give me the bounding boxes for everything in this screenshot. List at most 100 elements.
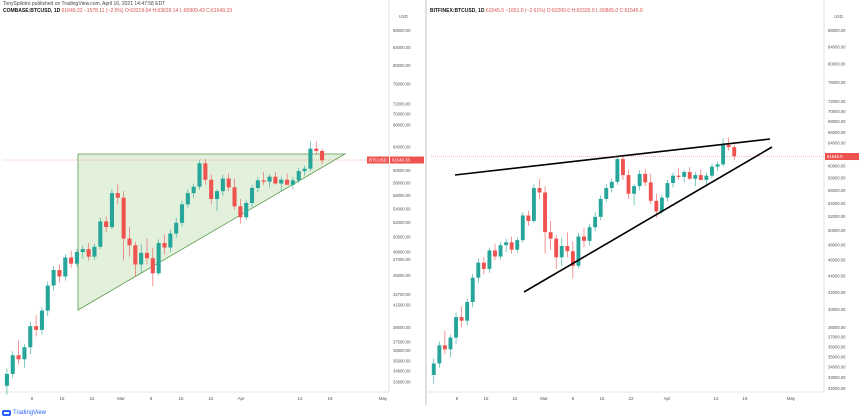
y-tick-label: 60000.00: [828, 164, 846, 169]
left-low: L:60900.43: [179, 8, 205, 14]
candle-body: [721, 144, 726, 165]
candle-body: [520, 215, 525, 241]
candle-body: [582, 236, 586, 241]
candle-body: [203, 163, 208, 180]
x-tick-label: Mar: [117, 396, 125, 401]
candle-body: [314, 148, 319, 151]
y-tick-label: 70000.00: [828, 109, 846, 114]
candle-body: [593, 216, 598, 228]
candle-body: [654, 200, 659, 212]
panel-divider[interactable]: [425, 0, 427, 405]
left-change: −1578.11 (−2.5%): [83, 8, 124, 14]
y-tick-label: 45000.00: [393, 273, 411, 278]
candle-body: [698, 175, 703, 180]
candle-body: [465, 302, 470, 321]
candle-body: [261, 180, 266, 182]
candle-body: [92, 246, 97, 257]
x-tick-label: Apr: [664, 396, 671, 401]
y-unit-label: USD: [399, 14, 408, 19]
y-tick-label: 54000.00: [393, 206, 411, 211]
candle-body: [98, 221, 103, 247]
candle-body: [302, 168, 307, 172]
candle-body: [69, 257, 74, 264]
candle-body: [609, 181, 614, 189]
candle-body: [197, 163, 202, 187]
candle-body: [285, 179, 290, 185]
right-chart-canvas[interactable]: 32000.00 33000.00 34000.00 35000.00 36000.00…: [427, 0, 860, 405]
x-tick-label: 12: [298, 396, 303, 401]
right-chart-panel[interactable]: BITFINEX:BTCUSD, 1D 61545.0 −1651.0 (−2.…: [427, 0, 860, 405]
x-tick-label: May: [787, 396, 796, 401]
tradingview-footer[interactable]: TradingView: [2, 410, 46, 416]
rising-wedge-line: [454, 138, 771, 176]
candle-body: [476, 262, 481, 278]
candle-body: [671, 175, 675, 184]
x-tick-label: 22: [90, 396, 95, 401]
candle-body: [139, 252, 144, 265]
y-tick-label: 33000.00: [828, 375, 846, 380]
candle-body: [470, 277, 475, 303]
y-tick-label: 46000.00: [828, 258, 846, 263]
x-tick-label: 8: [150, 396, 153, 401]
y-tick-label: 32000.00: [828, 386, 846, 391]
y-tick-label: 44000.00: [828, 273, 846, 278]
y-tick-label: 66000.00: [828, 130, 846, 135]
candle-body: [693, 175, 698, 179]
candle-body: [308, 148, 313, 169]
right-high: H:63320.0: [571, 8, 595, 14]
right-open: O:63200.0: [546, 8, 571, 14]
y-tick-label: 58000.00: [393, 180, 411, 185]
y-tick-label: 37000.00: [828, 335, 846, 340]
candle-body: [63, 257, 68, 277]
y-tick-label: 58000.00: [828, 176, 846, 181]
y-tick-label: 72000.00: [393, 101, 411, 106]
y-tick-label: 50000.00: [393, 234, 411, 239]
candle-body: [531, 188, 536, 221]
y-tick-label: 52000.00: [393, 220, 411, 225]
candle-body: [104, 221, 109, 228]
left-symbol: COMBASE:BTCUSD, 1D: [3, 8, 61, 14]
x-tick-label: 22: [209, 396, 214, 401]
candle-body: [565, 245, 570, 252]
tradingview-logo-icon: [2, 410, 11, 416]
y-tick-label: 37500.00: [393, 339, 411, 344]
y-tick-label: 56000.00: [828, 188, 846, 193]
x-tick-label: 12: [714, 396, 719, 401]
candle-body: [643, 173, 648, 183]
candle-body: [57, 270, 62, 277]
right-change: −1651.0 (−2.61%): [505, 8, 546, 14]
x-tick-label: 22: [513, 396, 518, 401]
left-chart-canvas[interactable]: 33600.00 34600.00 35600.00 36600.00 37500.00…: [0, 0, 425, 405]
y-tick-label: 64000.00: [828, 141, 846, 146]
right-last: 61545.0: [485, 8, 504, 14]
candle-body: [220, 178, 225, 192]
candle-body: [676, 175, 681, 177]
left-last: 61649.33: [61, 8, 83, 14]
candle-body: [648, 182, 653, 201]
x-tick-label: 22: [629, 396, 634, 401]
candle-body: [687, 172, 692, 179]
left-chart-panel[interactable]: COMBASE:BTCUSD, 1D 61649.33 −1578.11 (−2…: [0, 0, 426, 405]
candle-body: [133, 245, 138, 265]
y-tick-label: 40000.00: [828, 307, 846, 312]
candle-body: [174, 222, 179, 234]
candle-body: [509, 242, 514, 250]
candle-body: [515, 240, 520, 250]
candle-body: [732, 147, 737, 157]
candle-body: [226, 178, 231, 188]
candle-body: [16, 355, 21, 360]
candle-body: [86, 249, 91, 257]
candle-body: [576, 236, 581, 266]
x-tick-label: 15: [484, 396, 489, 401]
candle-body: [232, 187, 237, 207]
candle-body: [150, 258, 155, 274]
left-legend: COMBASE:BTCUSD, 1D 61649.33 −1578.11 (−2…: [3, 8, 232, 14]
candle-body: [267, 176, 272, 182]
candle-body: [74, 252, 79, 264]
y-tick-label: 39000.00: [393, 325, 411, 330]
candle-body: [504, 242, 509, 246]
candle-body: [22, 347, 27, 360]
candle-body: [255, 180, 260, 188]
candle-body: [598, 198, 603, 217]
candle-body: [290, 180, 295, 185]
